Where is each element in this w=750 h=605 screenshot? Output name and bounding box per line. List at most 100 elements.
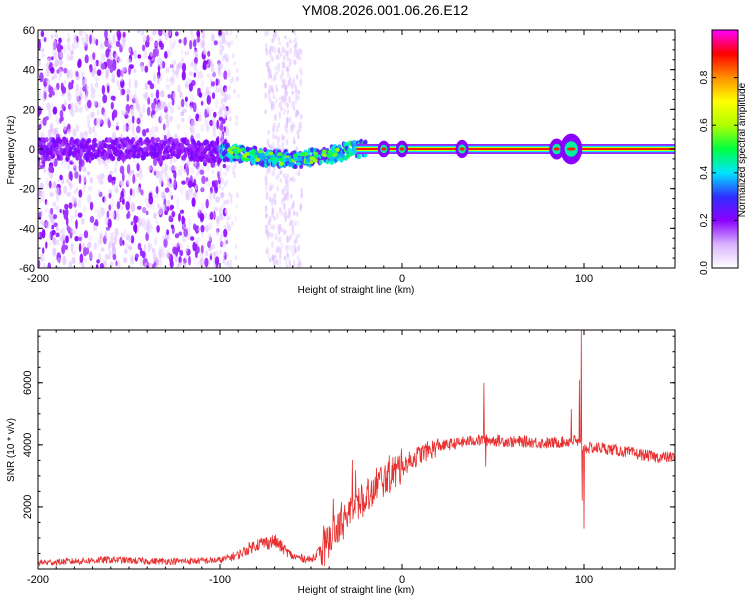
heatmap-cell [269, 52, 273, 59]
heatmap-cell [107, 174, 113, 183]
heatmap-cell [131, 137, 135, 143]
heatmap-cell [274, 254, 277, 260]
heatmap-cell [89, 64, 93, 73]
heatmap-cell [147, 58, 151, 68]
heatmap-cell [215, 139, 220, 145]
heatmap-cell [74, 235, 79, 242]
heatmap-cell [180, 186, 184, 196]
heatmap-cell [116, 79, 120, 87]
heatmap-cell [226, 225, 232, 232]
heatmap-cell [184, 96, 188, 102]
heatmap-cell [183, 228, 188, 237]
heatmap-cell [284, 86, 288, 94]
heatmap-cell [224, 235, 229, 245]
heatmap-cell [82, 186, 85, 194]
heatmap-cell [58, 37, 62, 44]
snr-y-label: SNR (10 * v/v) [6, 418, 17, 482]
heatmap-cell [66, 52, 70, 62]
heatmap-cell [167, 179, 171, 188]
heatmap-cell [249, 156, 255, 161]
heatmap-cell [45, 220, 50, 229]
heatmap-cell [194, 248, 198, 259]
heatmap-cell [115, 160, 118, 166]
heatmap-cell [220, 133, 224, 139]
heatmap-cell [95, 218, 98, 226]
heatmap-cell [47, 108, 52, 118]
heatmap-cell [287, 245, 291, 250]
heatmap-cell [136, 153, 141, 159]
heatmap-cell [179, 243, 183, 249]
heatmap-cell [103, 259, 107, 268]
colorbar-tick-label: 0.0 [699, 261, 710, 275]
heatmap-cell [99, 42, 104, 49]
heatmap-cell [289, 116, 292, 124]
heatmap-cell [80, 218, 85, 224]
heatmap-cell [195, 184, 198, 191]
heatmap-cell [159, 175, 163, 186]
heatmap-cell [275, 54, 279, 61]
heatmap-cell [271, 56, 274, 63]
heatmap-cell [56, 69, 60, 74]
heatmap-cell [268, 165, 271, 174]
heatmap-cell [39, 253, 44, 262]
heatmap-cell [70, 242, 74, 250]
heatmap-cell [142, 129, 147, 137]
heatmap-cell [264, 175, 268, 181]
heatmap-cell [131, 124, 135, 134]
heatmap-cell [257, 149, 263, 154]
snr-plot-area [38, 330, 675, 569]
heatmap-cell [45, 241, 48, 249]
heatmap-cell [268, 257, 272, 263]
heatmap-cell [64, 203, 69, 210]
heatmap-cell [277, 136, 280, 143]
heatmap-cell [363, 139, 368, 145]
heatmap-cell [223, 107, 227, 113]
heatmap-cell [38, 59, 41, 67]
heatmap-cell [292, 106, 296, 111]
heatmap-cell [271, 207, 275, 213]
heatmap-cell [300, 187, 304, 195]
heatmap-cell [229, 198, 233, 204]
heatmap-cell [277, 122, 281, 129]
colorbar-tick-label: 0.6 [699, 118, 710, 132]
heatmap-cell [57, 144, 62, 150]
heatmap-cell [133, 158, 137, 164]
heatmap-cell [289, 177, 293, 182]
heatmap-cell [220, 214, 224, 220]
heatmap-cell [77, 60, 81, 68]
heatmap-cell [294, 248, 297, 254]
heatmap-cell [277, 152, 283, 157]
heatmap-cell [297, 244, 301, 252]
heatmap-cell [111, 72, 116, 83]
heatmap-cell [231, 53, 235, 58]
heatmap-cell [167, 30, 172, 37]
heatmap-cell [149, 83, 155, 90]
heatmap-cell [222, 171, 228, 177]
heatmap-cell [126, 213, 129, 219]
heatmap-cell [233, 173, 236, 179]
heatmap-cell [56, 265, 60, 268]
heatmap-cell [193, 62, 197, 71]
heatmap-cell [41, 190, 45, 197]
heatmap-cell [228, 85, 232, 90]
heatmap-cell [200, 79, 205, 89]
heatmap-cell [145, 232, 149, 242]
colorbar-ticks: 0.0 0.2 0.4 0.6 0.8 [699, 70, 738, 275]
heatmap-cell [108, 42, 112, 51]
heatmap-cell [278, 260, 282, 268]
heatmap-cell [268, 196, 272, 203]
heatmap-cell [51, 224, 55, 230]
heatmap-cell [164, 187, 170, 193]
heatmap-cell [184, 100, 188, 108]
heatmap-cell [51, 91, 55, 96]
heatmap-cell [270, 232, 274, 238]
x-tick-label: -100 [209, 273, 231, 285]
heatmap-cell [94, 208, 99, 214]
colorbar-scale [711, 29, 739, 269]
heatmap-cell [157, 203, 160, 209]
heatmap-cell [142, 35, 147, 43]
heatmap-cell [67, 32, 71, 38]
heatmap-cell [59, 117, 62, 124]
heatmap-cell [97, 238, 101, 248]
heatmap-cell [234, 155, 240, 160]
